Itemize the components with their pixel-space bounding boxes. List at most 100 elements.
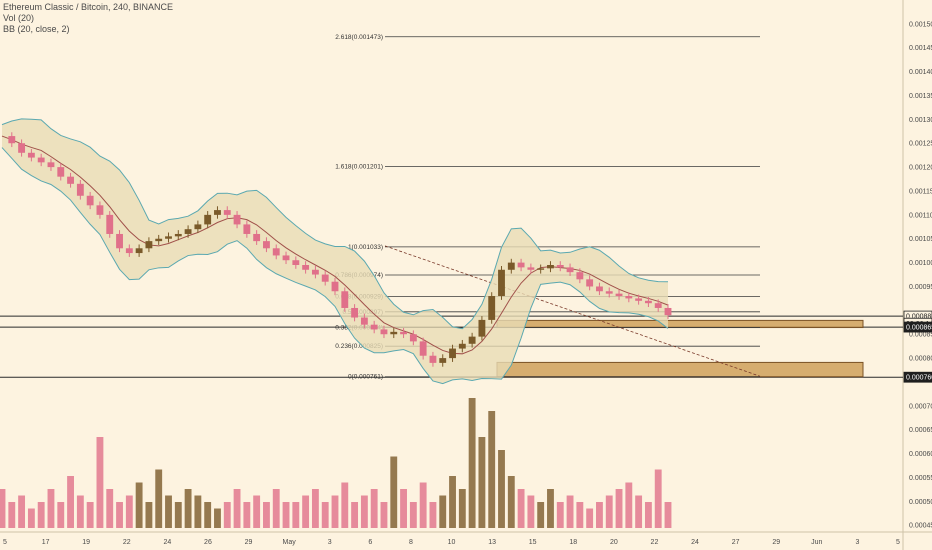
- candle-body: [380, 329, 388, 335]
- candle-body: [67, 176, 74, 184]
- y-tick-label: 0.000550: [909, 475, 932, 482]
- volume-bar: [615, 489, 623, 528]
- volume-bar: [106, 489, 114, 528]
- volume-bar: [125, 495, 133, 528]
- volume-bar: [596, 502, 603, 528]
- y-tick-label: 0.001250: [909, 141, 932, 148]
- volume-bar: [204, 502, 212, 528]
- x-tick-label: 5: [3, 539, 7, 546]
- candle-body: [253, 233, 261, 242]
- volume-bar: [292, 502, 300, 528]
- candle-body: [537, 268, 545, 270]
- candle-body: [439, 358, 447, 363]
- x-tick-label: 17: [42, 539, 50, 546]
- candle-body: [351, 307, 359, 318]
- volume-bar: [321, 502, 329, 528]
- volume-bar: [243, 502, 251, 528]
- volume-bar: [302, 495, 310, 528]
- volume-bar: [400, 489, 407, 528]
- volume-bar: [370, 489, 378, 528]
- volume-bar: [419, 482, 427, 528]
- price-axis-label: 0.000865: [906, 325, 932, 332]
- bollinger-band-fill: [2, 118, 668, 384]
- y-tick-label: 0.000800: [909, 356, 932, 363]
- volume-bar: [380, 502, 388, 528]
- candle-body: [155, 238, 163, 242]
- fib-level-label: 0.236(0.000825): [335, 343, 383, 350]
- volume-bar: [547, 489, 554, 528]
- volume-bar: [331, 495, 339, 528]
- candle-body: [106, 214, 114, 234]
- volume-bar: [0, 489, 6, 528]
- y-tick-label: 0.000600: [909, 451, 932, 458]
- volume-bar: [253, 495, 261, 528]
- y-tick-label: 0.000650: [909, 427, 932, 434]
- fib-level-label: 1(0.001033): [348, 244, 383, 251]
- y-tick-label: 0.001400: [909, 69, 932, 76]
- volume-bar: [664, 502, 672, 528]
- volume-bar: [586, 508, 594, 528]
- candle-body: [615, 293, 623, 297]
- y-tick-label: 0.001050: [909, 236, 932, 243]
- candle-body: [586, 279, 594, 287]
- volume-bar: [625, 482, 633, 528]
- candle-body: [47, 162, 55, 168]
- candle-body: [527, 267, 535, 270]
- volume-bar: [174, 502, 182, 528]
- volume-bar: [351, 502, 359, 528]
- candle-body: [321, 274, 329, 282]
- candle-body: [625, 296, 633, 299]
- candle-body: [390, 331, 398, 335]
- y-tick-label: 0.000500: [909, 499, 932, 506]
- x-tick-label: 3: [328, 539, 332, 546]
- x-tick-label: 5: [896, 539, 900, 546]
- candle-body: [263, 241, 270, 249]
- x-tick-label: 29: [772, 539, 780, 546]
- candle-body: [125, 248, 133, 254]
- candle-body: [409, 334, 417, 342]
- bollinger-lower-band: [1, 147, 669, 385]
- volume-bar: [311, 489, 319, 528]
- volume-bar: [498, 450, 505, 528]
- y-tick-label: 0.001300: [909, 117, 932, 124]
- volume-bar: [556, 502, 564, 528]
- x-tick-label: 22: [123, 539, 131, 546]
- volume-bar: [439, 495, 447, 528]
- x-tick-label: 22: [651, 539, 659, 546]
- candle-body: [556, 265, 564, 268]
- candle-body: [576, 272, 584, 280]
- volume-bar: [360, 495, 368, 528]
- candle-body: [468, 336, 476, 344]
- volume-bar: [409, 502, 417, 528]
- candle-body: [488, 296, 496, 320]
- x-tick-label: 15: [529, 539, 537, 546]
- x-tick-label: 27: [732, 539, 740, 546]
- candle-body: [664, 307, 672, 316]
- volume-bar: [165, 495, 172, 528]
- x-tick-label: Jun: [811, 539, 822, 546]
- volume-bar: [194, 495, 202, 528]
- volume-bar: [390, 456, 398, 528]
- candle-body: [498, 269, 505, 297]
- volume-bar: [263, 502, 270, 528]
- candle-body: [547, 265, 554, 269]
- x-tick-label: 29: [245, 539, 253, 546]
- y-tick-label: 0.001500: [909, 21, 932, 28]
- candle-body: [204, 214, 212, 225]
- support-zone: [496, 361, 864, 378]
- x-tick-label: May: [283, 539, 297, 546]
- volume-bar: [468, 398, 476, 528]
- candle-body: [37, 157, 45, 163]
- candle-body: [644, 300, 652, 304]
- candle-body: [292, 260, 300, 265]
- x-tick-label: 24: [163, 539, 171, 546]
- dashed-trendline: [384, 245, 761, 377]
- candle-body: [507, 262, 515, 270]
- y-tick-label: 0.000850: [909, 332, 932, 339]
- candle-body: [605, 291, 613, 294]
- bollinger-indicator-label: BB (20, close, 2): [3, 24, 70, 34]
